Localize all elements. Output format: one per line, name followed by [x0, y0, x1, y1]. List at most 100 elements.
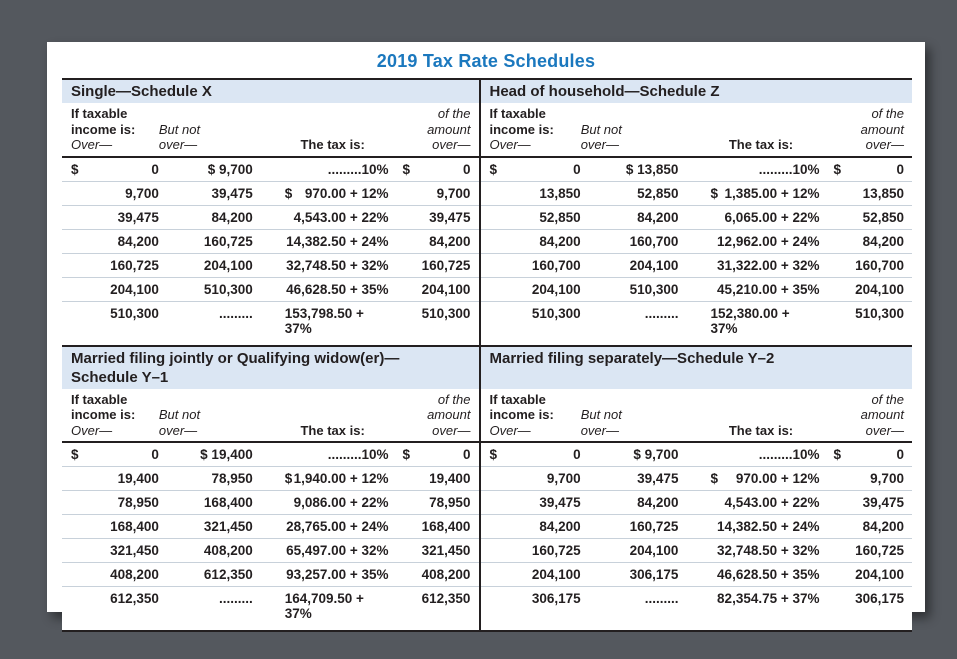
- tax-formula: .........10%: [758, 447, 820, 462]
- tax-bracket-row: 84,200 160,725 14,382.50 + 24% 84,200: [480, 514, 912, 538]
- header-tax-is: The tax is:: [728, 422, 794, 438]
- tax-formula: 31,322.00 + 32%: [717, 257, 820, 273]
- header-if-taxable: If taxable: [71, 391, 128, 407]
- of-amount-over: 510,300: [421, 305, 471, 321]
- tax-bracket-row: $0 $ 9,700 .........10% $0: [62, 158, 479, 181]
- tax-formula: 164,709.50 + 37%: [284, 591, 364, 621]
- dollar-sign: $: [402, 161, 411, 177]
- but-not-over-amount: 408,200: [203, 543, 253, 558]
- over-amount: 84,200: [539, 519, 581, 534]
- over-amount: 39,475: [539, 495, 581, 510]
- over-amount: 9,700: [125, 185, 159, 201]
- of-amount-over: 84,200: [862, 233, 904, 249]
- header-income-is: income is:: [489, 407, 554, 422]
- bracket-rows: $0 $ 9,700 .........10% $0 9,700 39,475 $970.0…: [62, 158, 479, 340]
- of-amount-over: 39,475: [429, 209, 471, 225]
- bracket-rows: $0 $ 13,850 .........10% $0 13,850 52,850 $1,3…: [480, 158, 912, 340]
- section-title-married-jointly-y1: Married filing jointly or Qualifying wid…: [62, 346, 479, 389]
- tax-bracket-row: $0 $ 19,400 .........10% $0: [62, 443, 479, 466]
- of-amount-over: $0: [402, 161, 471, 177]
- header-over-left: Over—: [71, 422, 113, 438]
- tax-formula: .........10%: [758, 161, 820, 177]
- header-amount: amount: [427, 121, 471, 137]
- tax-bracket-row: 306,175......... 82,354.75 + 37% 306,175: [480, 586, 912, 610]
- tax-formula: 46,628.50 + 35%: [717, 567, 820, 582]
- dollar-sign: $: [402, 447, 411, 462]
- tax-bracket-row: 9,700 39,475 $970.00 + 12% 9,700: [62, 180, 479, 205]
- but-not-over-amount: 510,300: [203, 281, 253, 297]
- header-over-mid: over—: [580, 137, 619, 152]
- tax-bracket-row: 408,200 612,350 93,257.00 + 35% 408,200: [62, 562, 479, 586]
- bracket-rows: $0 $ 9,700 .........10% $0 9,700 39,475 $970.0…: [480, 443, 912, 610]
- section-title-single-x: Single—Schedule X: [62, 80, 479, 103]
- over-amount: 19,400: [117, 471, 159, 486]
- but-not-over-amount: 84,200: [637, 209, 679, 225]
- tax-bracket-row: 160,700 204,100 31,322.00 + 32% 160,700: [480, 252, 912, 277]
- over-amount: 204,100: [110, 281, 159, 297]
- of-amount-over: 168,400: [421, 519, 471, 534]
- over-amount: $0: [71, 161, 159, 177]
- over-amount: 84,200: [117, 233, 159, 249]
- over-amount: 160,700: [531, 257, 581, 273]
- tax-bracket-row: 19,400 78,950 $1,940.00 + 12% 19,400: [62, 466, 479, 490]
- but-not-over-amount: 160,700: [629, 233, 679, 249]
- over-amount: $0: [489, 161, 581, 177]
- over-amount: 84,200: [539, 233, 581, 249]
- header-amount: amount: [860, 121, 904, 137]
- column-headers: If taxable of the income is: But not amount…: [480, 103, 912, 158]
- bracket-rows: $0 $ 19,400 .........10% $0 19,400 78,950 $1,9…: [62, 443, 479, 625]
- tax-bracket-row: 510,300......... 152,380.00 + 37% 510,300: [480, 300, 912, 340]
- of-amount-over: 13,850: [862, 185, 904, 201]
- tax-formula: 12,962.00 + 24%: [717, 233, 820, 249]
- but-not-over-amount: $ 9,700: [207, 161, 253, 177]
- header-over-right: over—: [865, 137, 904, 152]
- tax-formula: 9,086.00 + 22%: [293, 495, 389, 510]
- of-amount-over: $0: [402, 447, 471, 462]
- tax-formula: $970.00 + 12%: [284, 185, 389, 201]
- but-not-over-amount: .........: [644, 591, 679, 606]
- of-amount-over: 19,400: [429, 471, 471, 486]
- but-not-over-amount: $ 9,700: [633, 447, 679, 462]
- tax-formula: 46,628.50 + 35%: [286, 281, 389, 297]
- tax-formula: 82,354.75 + 37%: [717, 591, 820, 606]
- document-page: 2019 Tax Rate Schedules Single—Schedule …: [47, 42, 925, 632]
- header-over-right: over—: [432, 137, 471, 152]
- tax-bracket-row: 13,850 52,850 $1,385.00 + 12% 13,850: [480, 180, 912, 205]
- header-over-right: over—: [432, 422, 471, 438]
- of-amount-over: 84,200: [429, 233, 471, 249]
- of-amount-over: 321,450: [421, 543, 471, 558]
- over-amount: 204,100: [531, 281, 581, 297]
- dollar-sign: $: [489, 447, 498, 462]
- dollar-sign: $: [833, 447, 842, 462]
- header-of-the: of the: [437, 106, 471, 121]
- tax-bracket-row: 612,350......... 164,709.50 + 37% 612,350: [62, 586, 479, 625]
- over-amount: $0: [71, 447, 159, 462]
- column-headers: If taxable of the income is: But not amount…: [480, 389, 912, 443]
- tax-rate-table: Single—Schedule X If taxable of the incom…: [62, 78, 912, 632]
- over-amount: 9,700: [546, 471, 581, 486]
- tax-bracket-row: 52,850 84,200 6,065.00 + 22% 52,850: [480, 204, 912, 229]
- schedule-married-separately-y2: Married filing separately—Schedule Y–2 I…: [478, 344, 912, 632]
- but-not-over-amount: 160,725: [203, 233, 253, 249]
- over-amount: 160,725: [110, 257, 159, 273]
- over-amount: 13,850: [539, 185, 581, 201]
- but-not-over-amount: $ 13,850: [625, 161, 679, 177]
- over-amount: 160,725: [531, 543, 581, 558]
- but-not-over-amount: 39,475: [211, 185, 253, 201]
- tax-formula: 32,748.50 + 32%: [717, 543, 820, 558]
- over-amount: 510,300: [531, 305, 581, 321]
- but-not-over-amount: 204,100: [203, 257, 253, 273]
- tax-formula: .........10%: [327, 447, 389, 462]
- header-of-the: of the: [871, 391, 904, 407]
- schedule-head-of-household-z: Head of household—Schedule Z If taxable o…: [478, 78, 912, 345]
- header-income-is: income is:: [71, 407, 136, 422]
- header-but-not: But not: [580, 407, 622, 422]
- of-amount-over: 160,725: [421, 257, 471, 273]
- over-amount: 78,950: [117, 495, 159, 510]
- tax-formula: 28,765.00 + 24%: [286, 519, 389, 534]
- tax-formula: 14,382.50 + 24%: [286, 233, 389, 249]
- tax-formula: 4,543.00 + 22%: [293, 209, 389, 225]
- but-not-over-amount: 84,200: [211, 209, 253, 225]
- tax-formula: 152,380.00 + 37%: [710, 305, 790, 336]
